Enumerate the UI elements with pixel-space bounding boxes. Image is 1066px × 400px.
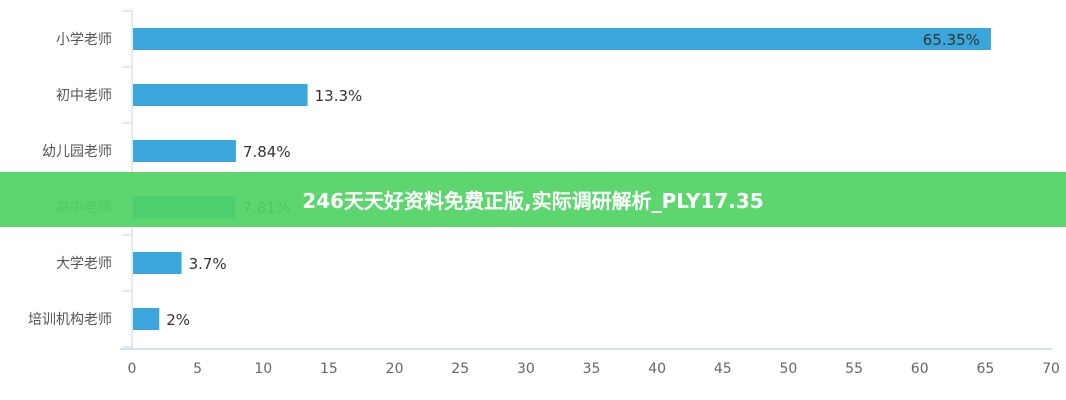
x-tick-label: 70 [1042, 361, 1060, 377]
data-label: 65.35% [923, 31, 980, 49]
bar [133, 252, 182, 274]
x-tick-label: 0 [128, 361, 137, 377]
x-tick-label: 35 [583, 361, 601, 377]
x-tick-label: 40 [648, 361, 666, 377]
x-tick-label: 30 [517, 361, 535, 377]
x-tick-label: 65 [976, 361, 994, 377]
x-tick-label: 50 [780, 361, 798, 377]
x-tick-label: 20 [386, 361, 404, 377]
x-tick-label: 25 [451, 361, 469, 377]
data-label: 7.84% [243, 143, 291, 161]
y-tick-label: 幼儿园老师 [42, 144, 112, 160]
x-tick-label: 10 [254, 361, 272, 377]
x-tick-label: 15 [320, 361, 338, 377]
data-label: 3.7% [189, 255, 227, 273]
data-label: 13.3% [315, 87, 363, 105]
x-tick-label: 45 [714, 361, 732, 377]
overlay-banner: 246天天好资料免费正版,实际调研解析_PLY17.35 [0, 172, 1066, 227]
data-label: 2% [166, 311, 190, 329]
bar [133, 28, 991, 50]
x-tick-label: 5 [193, 361, 202, 377]
y-tick-label: 小学老师 [56, 32, 112, 48]
banner-text: 246天天好资料免费正版,实际调研解析_PLY17.35 [302, 189, 764, 213]
bar [133, 84, 308, 106]
bar [133, 140, 236, 162]
y-tick-label: 初中老师 [56, 87, 112, 104]
x-tick-label: 55 [845, 361, 863, 377]
bar [133, 308, 160, 330]
y-tick-label: 大学老师 [56, 256, 112, 272]
y-tick-label: 培训机构老师 [28, 312, 112, 328]
x-tick-label: 60 [911, 361, 929, 377]
